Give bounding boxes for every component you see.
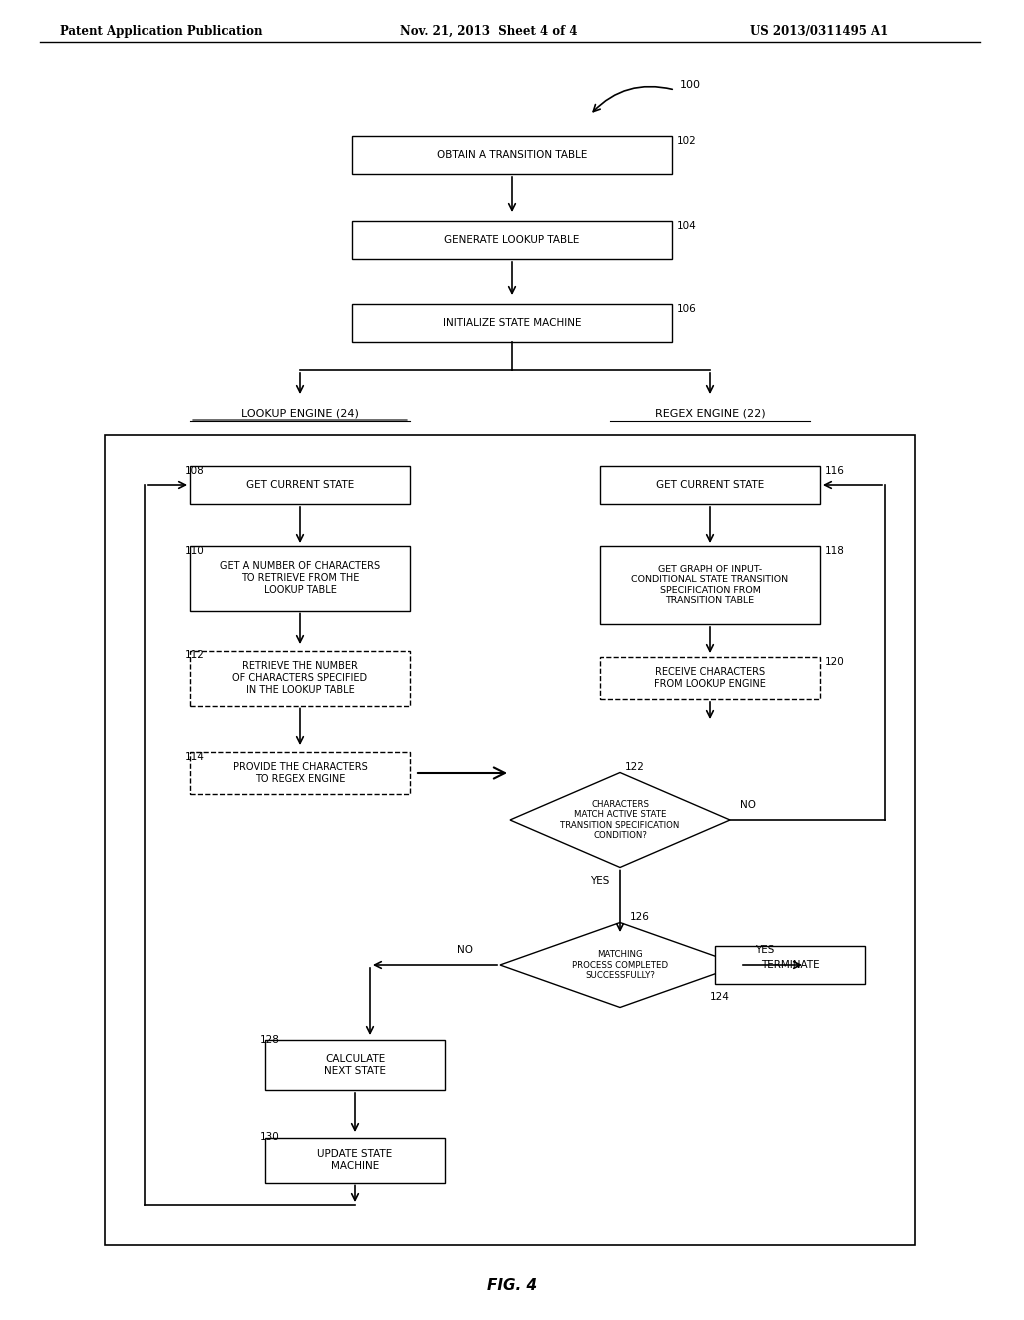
FancyBboxPatch shape [265, 1138, 445, 1183]
Text: FIG. 4: FIG. 4 [487, 1278, 537, 1292]
Text: GET A NUMBER OF CHARACTERS
TO RETRIEVE FROM THE
LOOKUP TABLE: GET A NUMBER OF CHARACTERS TO RETRIEVE F… [220, 561, 380, 594]
Text: YES: YES [590, 875, 609, 886]
Text: 106: 106 [677, 304, 696, 314]
Text: 118: 118 [825, 546, 845, 556]
FancyBboxPatch shape [265, 1040, 445, 1090]
Text: 130: 130 [260, 1133, 280, 1143]
Text: MATCHING
PROCESS COMPLETED
SUCCESSFULLY?: MATCHING PROCESS COMPLETED SUCCESSFULLY? [572, 950, 668, 979]
Text: GET CURRENT STATE: GET CURRENT STATE [246, 480, 354, 490]
FancyBboxPatch shape [715, 946, 865, 983]
Text: GENERATE LOOKUP TABLE: GENERATE LOOKUP TABLE [444, 235, 580, 246]
Text: RETRIEVE THE NUMBER
OF CHARACTERS SPECIFIED
IN THE LOOKUP TABLE: RETRIEVE THE NUMBER OF CHARACTERS SPECIF… [232, 661, 368, 694]
Text: GET GRAPH OF INPUT-
CONDITIONAL STATE TRANSITION
SPECIFICATION FROM
TRANSITION T: GET GRAPH OF INPUT- CONDITIONAL STATE TR… [632, 565, 788, 605]
Text: OBTAIN A TRANSITION TABLE: OBTAIN A TRANSITION TABLE [437, 150, 587, 160]
FancyBboxPatch shape [600, 546, 820, 624]
Text: 102: 102 [677, 136, 696, 147]
Text: YES: YES [755, 945, 774, 954]
Text: 124: 124 [710, 993, 730, 1002]
Text: US 2013/0311495 A1: US 2013/0311495 A1 [750, 25, 888, 38]
Text: CHARACTERS
MATCH ACTIVE STATE
TRANSITION SPECIFICATION
CONDITION?: CHARACTERS MATCH ACTIVE STATE TRANSITION… [560, 800, 680, 840]
Text: 126: 126 [630, 912, 650, 923]
Text: 112: 112 [185, 651, 205, 660]
Text: Nov. 21, 2013  Sheet 4 of 4: Nov. 21, 2013 Sheet 4 of 4 [400, 25, 578, 38]
FancyBboxPatch shape [190, 752, 410, 795]
Text: 114: 114 [185, 752, 205, 762]
Text: CALCULATE
NEXT STATE: CALCULATE NEXT STATE [324, 1055, 386, 1076]
Text: NO: NO [740, 800, 756, 810]
FancyBboxPatch shape [190, 466, 410, 504]
FancyBboxPatch shape [352, 136, 672, 174]
Text: 104: 104 [677, 220, 696, 231]
Text: REGEX ENGINE (22): REGEX ENGINE (22) [654, 409, 765, 418]
FancyBboxPatch shape [352, 220, 672, 259]
Text: INITIALIZE STATE MACHINE: INITIALIZE STATE MACHINE [442, 318, 582, 327]
FancyBboxPatch shape [190, 545, 410, 610]
Text: PROVIDE THE CHARACTERS
TO REGEX ENGINE: PROVIDE THE CHARACTERS TO REGEX ENGINE [232, 762, 368, 784]
Text: 116: 116 [825, 466, 845, 477]
FancyBboxPatch shape [600, 657, 820, 700]
Text: Patent Application Publication: Patent Application Publication [60, 25, 262, 38]
Text: 122: 122 [625, 763, 645, 772]
Text: 108: 108 [185, 466, 205, 477]
Text: TERMINATE: TERMINATE [761, 960, 819, 970]
Text: RECEIVE CHARACTERS
FROM LOOKUP ENGINE: RECEIVE CHARACTERS FROM LOOKUP ENGINE [654, 667, 766, 689]
Text: NO: NO [457, 945, 473, 954]
FancyBboxPatch shape [105, 436, 915, 1245]
Polygon shape [510, 772, 730, 867]
Polygon shape [500, 923, 740, 1007]
Text: 100: 100 [680, 81, 701, 90]
Text: 120: 120 [825, 657, 845, 667]
FancyBboxPatch shape [352, 304, 672, 342]
Text: LOOKUP ENGINE (24): LOOKUP ENGINE (24) [241, 409, 359, 418]
Text: UPDATE STATE
MACHINE: UPDATE STATE MACHINE [317, 1150, 392, 1171]
Text: 110: 110 [185, 545, 205, 556]
Text: 128: 128 [260, 1035, 280, 1045]
FancyBboxPatch shape [600, 466, 820, 504]
FancyBboxPatch shape [190, 651, 410, 705]
Text: GET CURRENT STATE: GET CURRENT STATE [656, 480, 764, 490]
